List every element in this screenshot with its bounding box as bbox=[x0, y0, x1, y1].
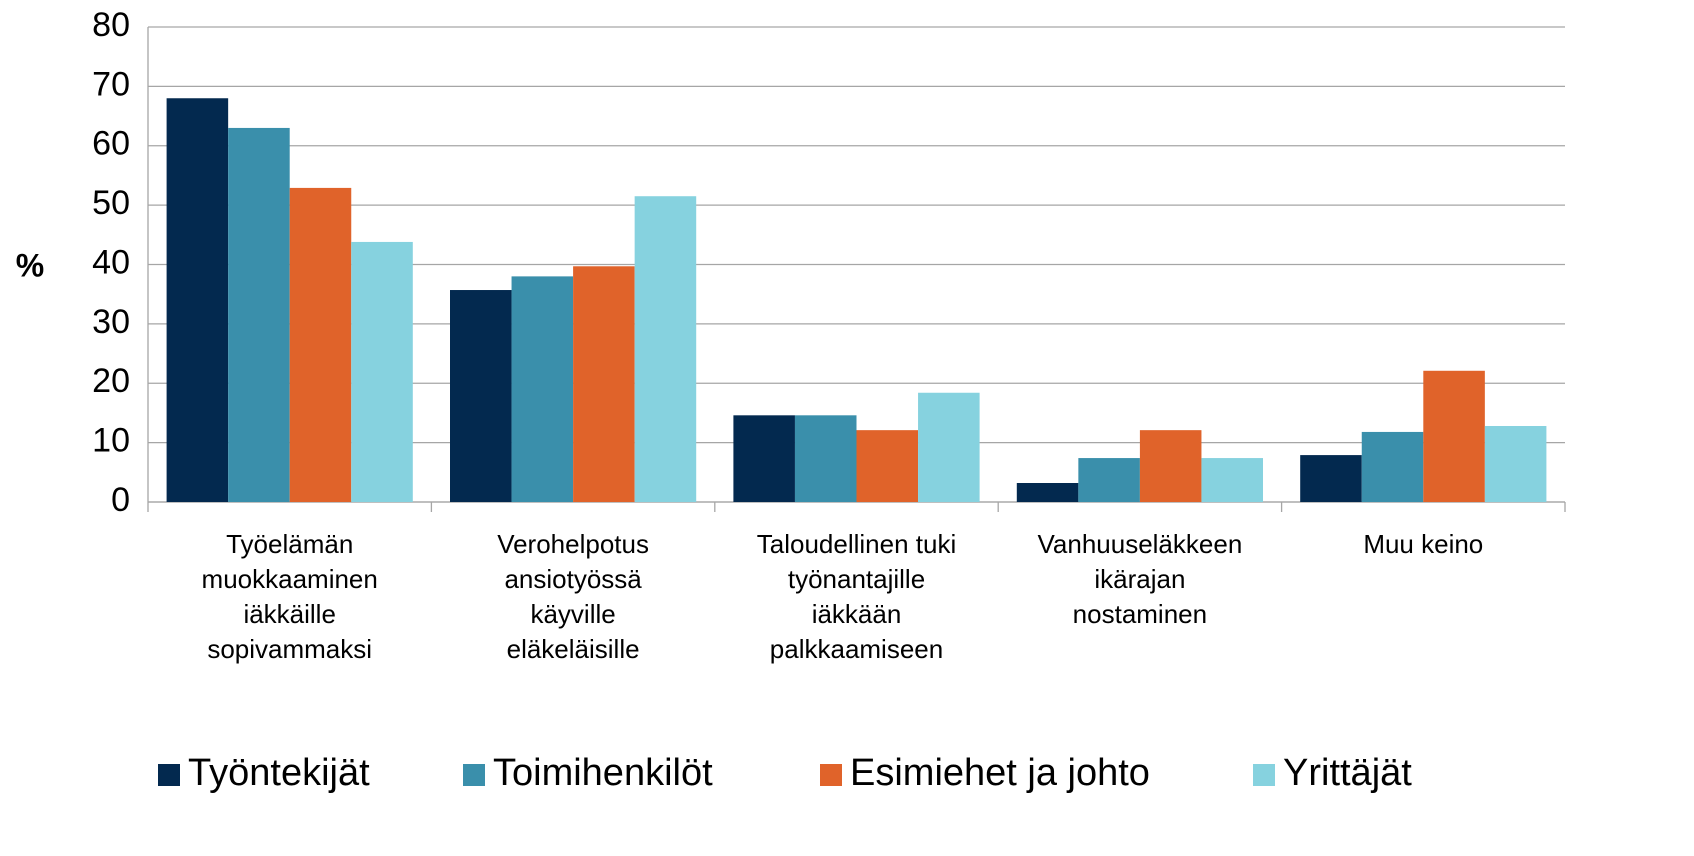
bar bbox=[228, 127, 290, 502]
legend-label: Esimiehet ja johto bbox=[850, 752, 1150, 794]
y-tick-label: 60 bbox=[92, 125, 130, 163]
y-axis-label: % bbox=[16, 247, 44, 283]
legend-swatch bbox=[463, 764, 485, 786]
y-tick-label: 80 bbox=[92, 6, 130, 44]
bar bbox=[1139, 430, 1202, 502]
bar bbox=[450, 290, 512, 502]
bar bbox=[794, 415, 857, 502]
legend-swatch bbox=[1253, 764, 1275, 786]
x-tick-label: Muu keino bbox=[1363, 529, 1484, 559]
bar bbox=[1300, 455, 1362, 502]
y-tick-label: 50 bbox=[92, 184, 130, 222]
x-tick-label: Verohelpotus ansiotyössä käyville eläkel… bbox=[497, 529, 649, 664]
bar bbox=[1078, 458, 1140, 502]
y-tick-label: 70 bbox=[92, 65, 130, 103]
y-tick-label: 10 bbox=[92, 422, 130, 460]
y-tick-label: 20 bbox=[92, 362, 130, 400]
bar bbox=[733, 415, 795, 502]
legend-label: Toimihenkilöt bbox=[493, 752, 713, 794]
legend-swatch bbox=[158, 764, 180, 786]
bar bbox=[289, 187, 352, 502]
legend-swatch bbox=[820, 764, 842, 786]
bar bbox=[1016, 483, 1079, 502]
bar bbox=[511, 276, 574, 502]
bar bbox=[351, 241, 413, 502]
x-tick-label: Taloudellinen tuki työnantajille iäkkään… bbox=[756, 529, 957, 664]
bar bbox=[1484, 426, 1547, 502]
bar bbox=[1361, 431, 1424, 502]
y-tick-label: 30 bbox=[92, 303, 130, 341]
y-tick-label: 40 bbox=[92, 243, 130, 281]
bar bbox=[918, 392, 980, 502]
bar bbox=[634, 196, 697, 502]
bar bbox=[856, 430, 919, 502]
bar bbox=[573, 266, 635, 502]
bar bbox=[166, 98, 229, 502]
bar bbox=[1201, 458, 1263, 502]
x-tick-label: Työelämän muokkaaminen iäkkäille sopivam… bbox=[201, 529, 378, 664]
legend-label: Työntekijät bbox=[188, 752, 370, 794]
legend-label: Yrittäjät bbox=[1283, 752, 1412, 794]
y-tick-label: 0 bbox=[111, 481, 130, 519]
bar bbox=[1423, 370, 1485, 502]
x-tick-label: Vanhuuseläkkeen ikärajan nostaminen bbox=[1037, 529, 1243, 629]
